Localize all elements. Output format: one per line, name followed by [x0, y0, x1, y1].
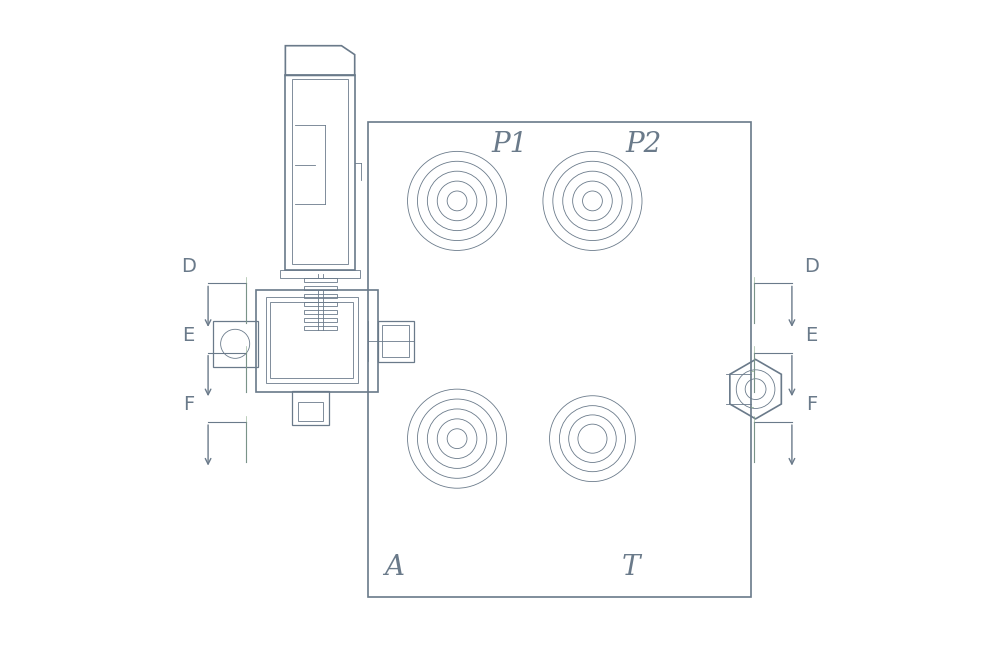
Text: D: D	[181, 256, 196, 276]
Text: T: T	[622, 554, 640, 581]
Bar	[304, 302, 337, 306]
Bar	[270, 302, 353, 378]
Bar	[285, 75, 355, 270]
Text: E: E	[806, 326, 818, 345]
Bar	[304, 278, 337, 282]
Bar	[298, 402, 323, 422]
Text: E: E	[182, 326, 194, 345]
Bar	[382, 326, 409, 357]
Bar	[292, 79, 348, 264]
Bar	[256, 290, 378, 392]
Text: F: F	[806, 395, 817, 414]
Bar	[266, 296, 358, 382]
Text: D: D	[804, 256, 819, 276]
Bar	[280, 270, 360, 278]
Bar	[292, 391, 329, 426]
Bar	[213, 321, 258, 367]
Text: P1: P1	[492, 131, 528, 159]
Bar	[304, 310, 337, 314]
Bar	[304, 294, 337, 298]
Text: F: F	[183, 395, 194, 414]
Text: P2: P2	[626, 131, 662, 159]
Bar	[304, 286, 337, 290]
Bar	[304, 318, 337, 322]
Bar	[378, 321, 414, 362]
Text: A: A	[384, 554, 404, 581]
Bar	[368, 122, 751, 597]
Bar	[304, 326, 337, 330]
